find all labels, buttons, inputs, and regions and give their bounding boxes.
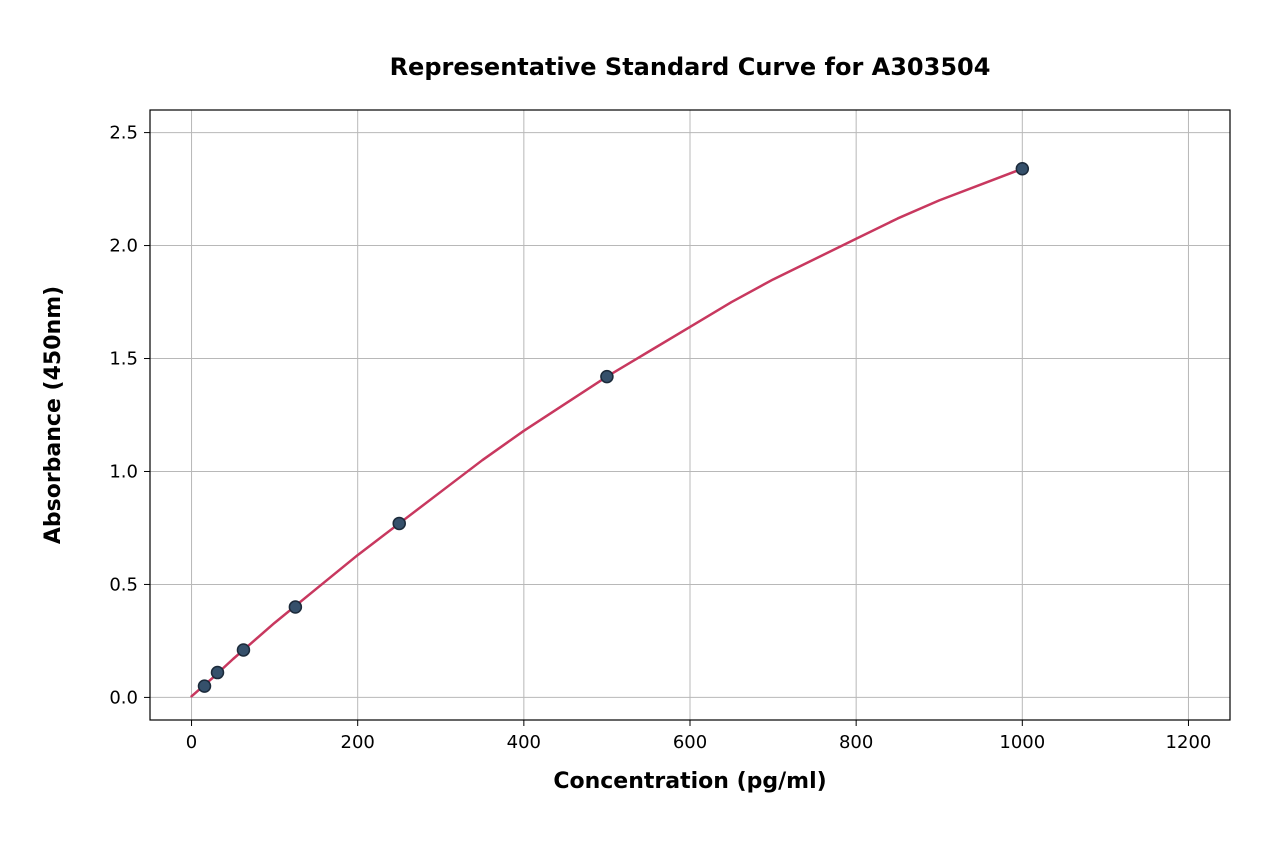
data-point xyxy=(393,517,405,529)
y-tick-label: 1.5 xyxy=(109,349,138,370)
data-point xyxy=(289,601,301,613)
x-tick-label: 1200 xyxy=(1166,732,1212,753)
data-point xyxy=(1016,163,1028,175)
x-tick-label: 400 xyxy=(507,732,541,753)
data-point xyxy=(237,644,249,656)
data-point xyxy=(198,680,210,692)
y-tick-label: 2.5 xyxy=(109,123,138,144)
x-tick-label: 800 xyxy=(839,732,873,753)
x-tick-label: 1000 xyxy=(999,732,1045,753)
y-tick-label: 0.0 xyxy=(109,687,138,708)
x-tick-label: 200 xyxy=(341,732,375,753)
y-tick-label: 0.5 xyxy=(109,574,138,595)
x-tick-label: 0 xyxy=(186,732,197,753)
y-tick-label: 1.0 xyxy=(109,461,138,482)
standard-curve-chart: 0 200 400 600 800 1000 1200 0.0 0.5 1.0 1.5 2.0 2.5 C… xyxy=(0,0,1280,845)
y-axis-label: Absorbance (450nm) xyxy=(41,286,66,544)
chart-title: Representative Standard Curve for A30350… xyxy=(390,53,991,81)
chart-svg: 0 200 400 600 800 1000 1200 0.0 0.5 1.0 1.5 2.0 2.5 C… xyxy=(0,0,1280,845)
data-point xyxy=(601,371,613,383)
x-tick-label: 600 xyxy=(673,732,707,753)
x-axis-label: Concentration (pg/ml) xyxy=(553,769,826,794)
data-point xyxy=(212,667,224,679)
y-tick-label: 2.0 xyxy=(109,236,138,257)
